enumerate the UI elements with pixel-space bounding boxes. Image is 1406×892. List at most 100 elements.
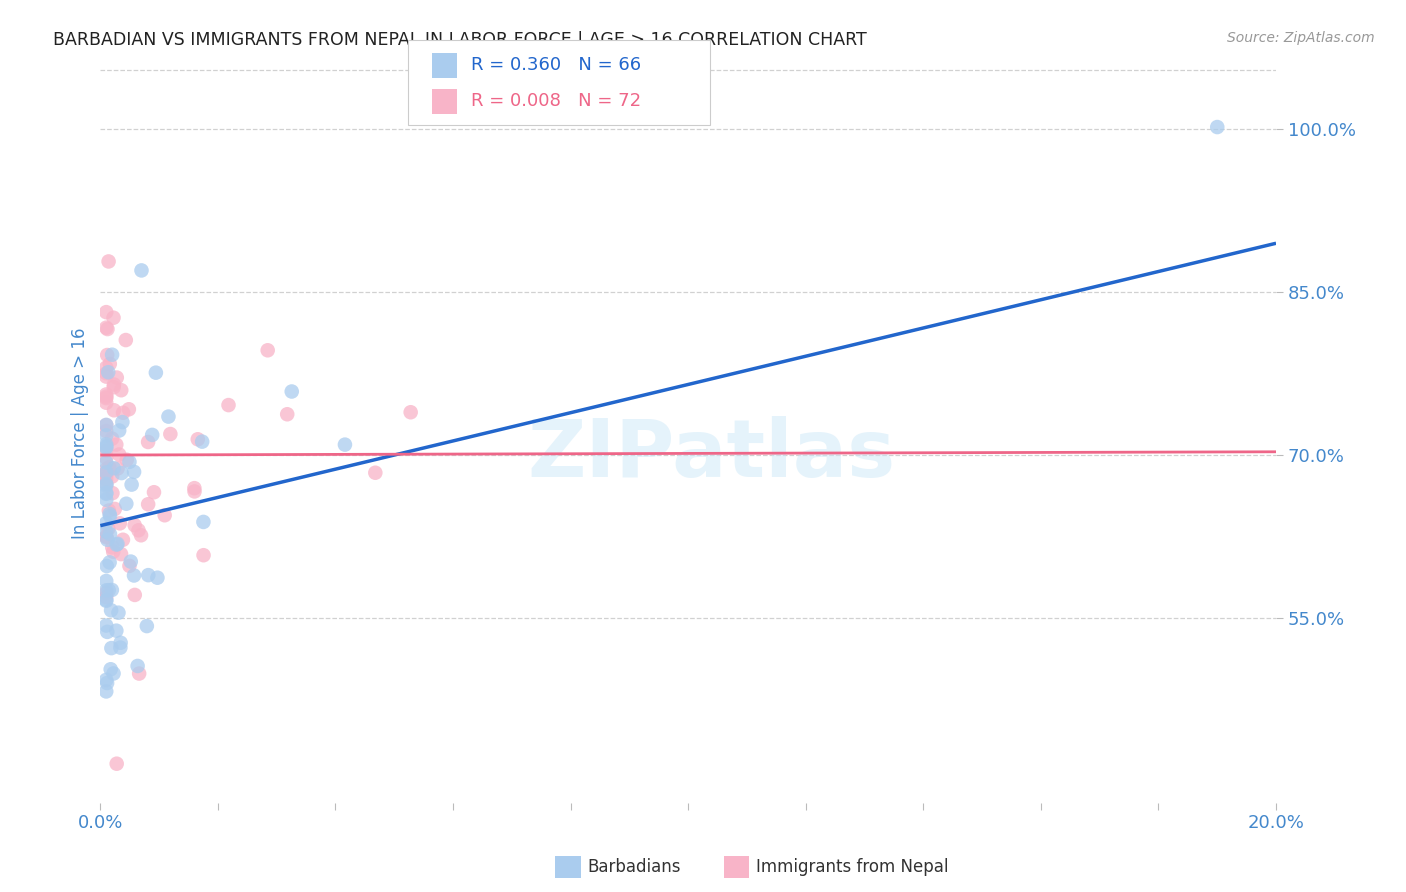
Text: R = 0.008   N = 72: R = 0.008 N = 72 — [471, 93, 641, 111]
Point — [131, 263, 153, 277]
Point — [218, 398, 240, 412]
Point — [110, 640, 132, 655]
Point — [96, 590, 118, 604]
Point — [100, 603, 122, 617]
Point — [97, 583, 120, 598]
Point — [96, 305, 118, 319]
Point — [96, 440, 118, 454]
Point — [100, 662, 122, 676]
Point — [101, 541, 124, 555]
Text: Immigrants from Nepal: Immigrants from Nepal — [756, 858, 949, 876]
Point — [107, 606, 129, 620]
Point — [143, 485, 166, 500]
Point — [276, 407, 298, 421]
Point — [136, 434, 159, 449]
Point — [114, 333, 136, 347]
Point — [108, 424, 131, 438]
Point — [96, 424, 118, 438]
Point — [110, 636, 132, 650]
Point — [105, 370, 128, 384]
Point — [96, 360, 118, 375]
Point — [124, 518, 146, 533]
Point — [97, 365, 120, 379]
Point — [96, 594, 118, 608]
Point — [124, 588, 146, 602]
Point — [128, 666, 150, 681]
Point — [96, 437, 118, 451]
Point — [110, 383, 132, 397]
Point — [97, 254, 120, 268]
Point — [98, 527, 121, 541]
Point — [111, 533, 134, 547]
Point — [103, 377, 125, 392]
Point — [98, 509, 121, 524]
Point — [112, 406, 135, 420]
Point — [107, 461, 129, 475]
Point — [96, 418, 118, 433]
Point — [191, 434, 214, 449]
Point — [96, 477, 118, 491]
Point — [183, 484, 205, 499]
Point — [96, 559, 118, 574]
Point — [105, 538, 128, 552]
Y-axis label: In Labor Force | Age > 16: In Labor Force | Age > 16 — [72, 327, 89, 539]
Point — [333, 437, 356, 451]
Point — [101, 486, 124, 500]
Point — [98, 507, 121, 521]
Point — [96, 476, 118, 491]
Point — [103, 380, 125, 394]
Point — [100, 641, 122, 656]
Point — [103, 544, 125, 558]
Point — [193, 515, 215, 529]
Point — [96, 574, 118, 588]
Point — [118, 558, 141, 573]
Point — [129, 528, 152, 542]
Point — [96, 516, 118, 530]
Point — [96, 450, 118, 465]
Point — [103, 461, 125, 475]
Point — [96, 443, 118, 458]
Point — [96, 462, 118, 476]
Point — [96, 676, 118, 690]
Point — [104, 502, 127, 516]
Point — [105, 437, 128, 451]
Point — [1206, 120, 1229, 134]
Point — [101, 582, 124, 597]
Point — [96, 395, 118, 409]
Point — [107, 537, 129, 551]
Point — [110, 547, 132, 561]
Point — [96, 428, 118, 442]
Point — [98, 460, 121, 475]
Point — [108, 516, 131, 531]
Point — [97, 522, 120, 536]
Point — [96, 673, 118, 687]
Point — [96, 593, 118, 607]
Point — [96, 533, 118, 547]
Point — [96, 684, 118, 698]
Point — [153, 508, 176, 523]
Point — [96, 369, 118, 384]
Text: Barbadians: Barbadians — [588, 858, 682, 876]
Point — [101, 432, 124, 446]
Point — [122, 568, 145, 582]
Point — [127, 659, 149, 673]
Point — [96, 618, 118, 632]
Point — [159, 427, 181, 442]
Point — [399, 405, 422, 419]
Point — [103, 666, 125, 681]
Point — [96, 492, 118, 507]
Point — [280, 384, 302, 399]
Point — [96, 391, 118, 405]
Text: R = 0.360   N = 66: R = 0.360 N = 66 — [471, 56, 641, 74]
Point — [118, 402, 141, 417]
Point — [105, 624, 128, 638]
Point — [183, 481, 205, 495]
Point — [96, 624, 118, 639]
Point — [127, 524, 149, 538]
Point — [97, 503, 120, 517]
Point — [98, 357, 121, 371]
Point — [96, 366, 118, 380]
Point — [96, 487, 118, 501]
Point — [122, 465, 145, 479]
Point — [96, 524, 118, 539]
